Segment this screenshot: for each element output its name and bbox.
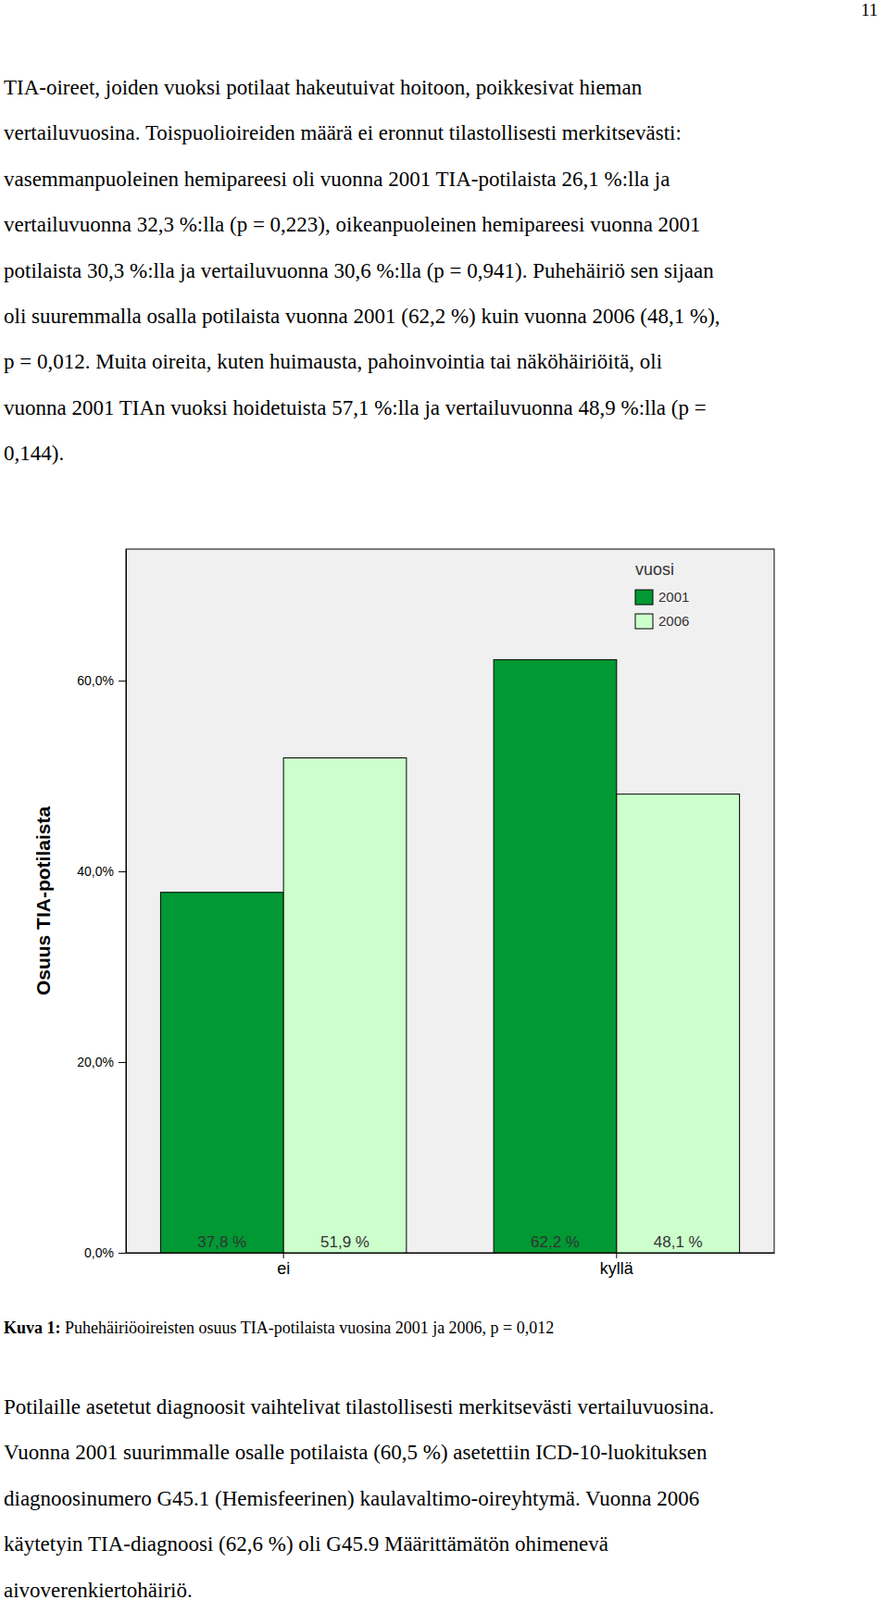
chart: 37,8 % 62,2 % 51,9 % 48,1 % 0,0% 20,0% 40,0% 60…: [0, 537, 889, 1297]
legend-swatch: [635, 589, 653, 605]
x-tick: kyllä: [600, 1252, 635, 1278]
text-line: aivoverenkiertohäiriö.: [3, 1567, 193, 1600]
bar: [493, 659, 617, 1253]
text-line: vertailuvuonna 32,3 %:lla (p = 0,223), o…: [3, 201, 702, 248]
text-line: p = 0,012. Muita oireita, kuten huimaust…: [3, 338, 663, 385]
bar: [283, 758, 407, 1253]
legend-swatch: [635, 613, 653, 629]
y-tick: 60,0%: [76, 673, 126, 689]
data-labels: 37,8 % 62,2 % 51,9 % 48,1 %: [197, 1233, 702, 1252]
data-label: 62,2 %: [530, 1233, 580, 1252]
text-line: diagnoosinumero G45.1 (Hemisfeerinen) ka…: [3, 1476, 700, 1522]
text-line: Vuonna 2001 suurimmalle osalle potilaist…: [3, 1429, 707, 1476]
y-axis-title: Osuus TIA-potilaista: [32, 806, 54, 997]
y-tick-mark: [118, 1062, 126, 1064]
y-axis-line: [125, 550, 127, 1254]
y-tick: 0,0%: [84, 1245, 126, 1261]
text-line: oli suuremmalla osalla potilaista vuonna…: [3, 293, 721, 339]
text-line: TIA-oireet, joiden vuoksi potilaat hakeu…: [3, 64, 642, 111]
y-tick-label: 20,0%: [76, 1054, 114, 1070]
legend: vuosi 2001 2006: [635, 560, 689, 629]
data-label: 48,1 %: [653, 1233, 703, 1252]
page-number: 11: [861, 0, 878, 21]
y-tick-mark: [118, 680, 126, 682]
caption: Kuva 1: Puhehäiriöoireisten osuus TIA-po…: [3, 1318, 554, 1339]
bars: [160, 659, 739, 1253]
text-line: vasemmanpuoleinen hemipareesi oli vuonna…: [3, 156, 670, 202]
plot-frame: [125, 549, 775, 1253]
text-line: Potilaille asetetut diagnoosit vaihteliv…: [3, 1384, 714, 1430]
y-axis: 0,0% 20,0% 40,0% 60,0%: [76, 550, 126, 1261]
x-tick-label: kyllä: [600, 1259, 635, 1278]
text-line: potilaista 30,3 %:lla ja vertailuvuonna …: [3, 248, 714, 294]
text-line: vertailuvuosina. Toispuolioireiden määrä…: [3, 110, 682, 156]
caption-label: Kuva 1:: [3, 1318, 62, 1338]
legend-label: 2006: [658, 613, 689, 629]
text-line: 0,144).: [3, 430, 64, 476]
bar: [616, 794, 740, 1253]
y-tick: 40,0%: [76, 863, 126, 879]
y-tick-mark: [118, 1252, 126, 1254]
y-tick-label: 60,0%: [76, 673, 114, 689]
data-label: 51,9 %: [320, 1233, 370, 1252]
y-tick-label: 40,0%: [76, 863, 114, 879]
legend-label: 2001: [658, 588, 689, 605]
caption-text: Puhehäiriöoireisten osuus TIA-potilaista…: [64, 1318, 554, 1338]
text-line: vuonna 2001 TIAn vuoksi hoidetuista 57,1…: [3, 385, 707, 431]
bar: [160, 892, 284, 1253]
x-tick-label: ei: [276, 1259, 290, 1278]
y-tick-label: 0,0%: [84, 1245, 114, 1261]
y-tick: 20,0%: [76, 1054, 126, 1070]
data-label: 37,8 %: [197, 1233, 247, 1252]
legend-title: vuosi: [635, 560, 675, 579]
x-tick-mark: [283, 1252, 285, 1259]
text-line: käytetyin TIA-diagnoosi (62,6 %) oli G45…: [3, 1521, 609, 1567]
x-axis: ei kyllä: [126, 1252, 776, 1278]
x-tick-mark: [615, 1252, 617, 1259]
x-tick: ei: [276, 1252, 290, 1278]
y-tick-mark: [118, 871, 126, 873]
x-axis-line: [126, 1252, 776, 1254]
